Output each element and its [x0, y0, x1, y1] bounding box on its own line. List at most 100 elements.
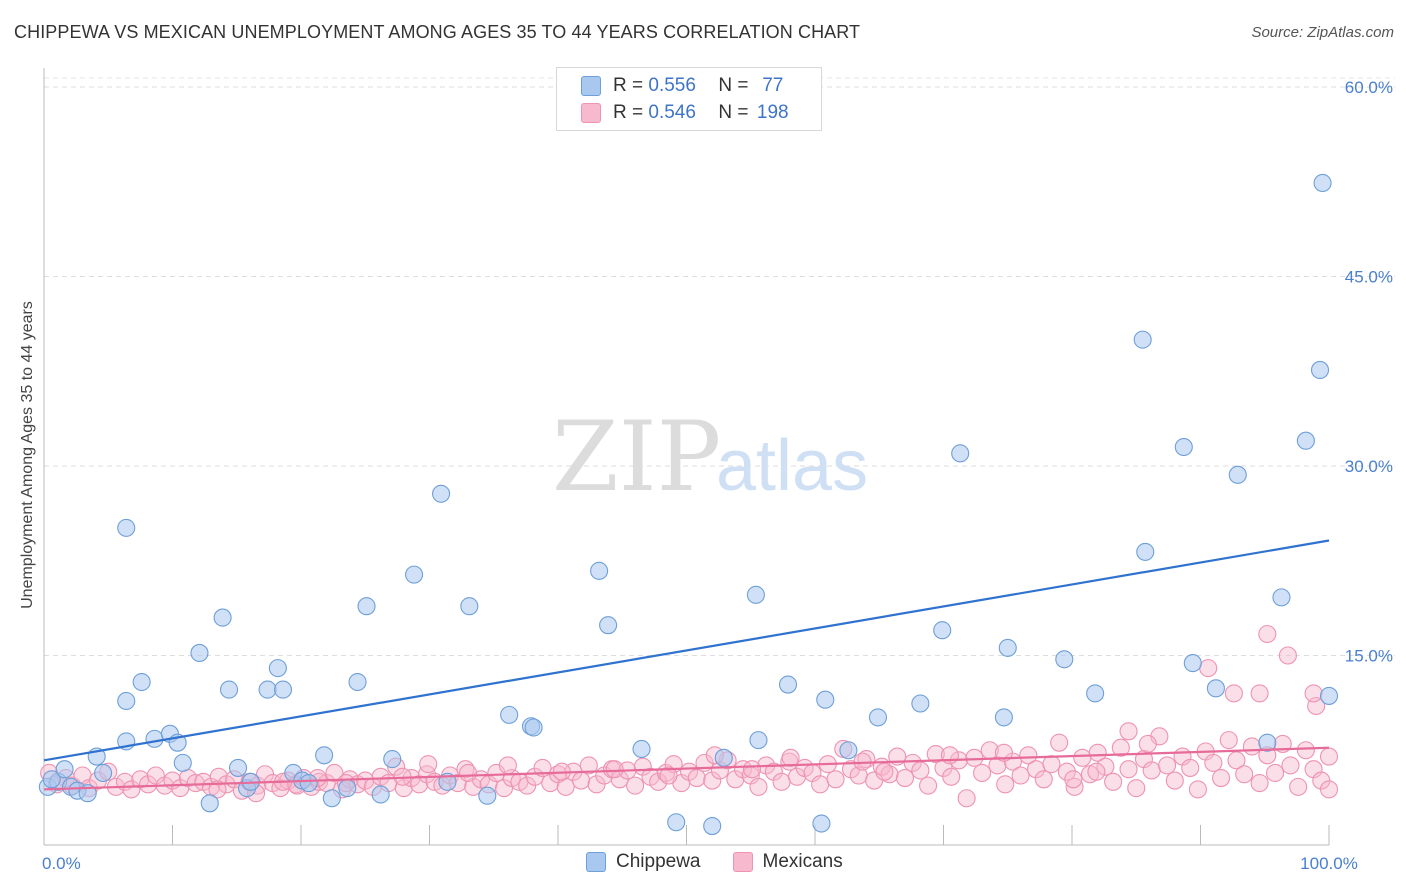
chippewa-point	[371, 785, 390, 804]
mexicans-point	[1119, 722, 1138, 741]
chippewa-point	[714, 748, 733, 767]
mexicans-point	[781, 748, 800, 767]
mexicans-point	[957, 789, 976, 808]
chart-title: CHIPPEWA VS MEXICAN UNEMPLOYMENT AMONG A…	[14, 22, 861, 42]
chippewa-point	[812, 814, 831, 833]
chippewa-point	[432, 484, 451, 503]
chippewa-point	[590, 561, 609, 580]
legend-row-mexicans: R = 0.546 N = 198	[581, 101, 792, 125]
chippewa-point	[55, 760, 74, 779]
chippewa-point	[132, 672, 151, 692]
x-tick-label: 0.0%	[42, 854, 81, 873]
mexicans-point	[1242, 737, 1261, 756]
mexicans-point	[1111, 738, 1130, 757]
mexicans-point	[1227, 751, 1246, 770]
mexicans-point	[494, 779, 514, 798]
chippewa-point	[460, 597, 479, 616]
mexicans-point	[1188, 780, 1207, 799]
chippewa-point	[1296, 431, 1315, 450]
mexicans-point	[1224, 684, 1243, 703]
mexicans-point	[458, 763, 478, 783]
chippewa-point	[405, 565, 424, 584]
mexicans-point	[1289, 777, 1308, 796]
mexicans-point	[186, 774, 205, 793]
mexicans-point	[498, 756, 517, 775]
chippewa-point	[839, 741, 858, 760]
mexicans-point	[1250, 774, 1269, 793]
mexicans-point	[1319, 780, 1339, 799]
mexicans-point	[926, 744, 945, 764]
mexicans-point	[994, 743, 1013, 762]
mexicans-point	[1073, 748, 1092, 767]
y-tick-label: 30.0%	[1345, 457, 1393, 476]
mexicans-point	[410, 775, 429, 794]
chippewa-point	[667, 813, 686, 832]
mexicans-point	[972, 763, 992, 783]
mexicans-point	[1065, 777, 1084, 796]
mexicans-point	[605, 760, 624, 779]
mexicans-point	[772, 772, 791, 791]
mexicans-legend-swatch	[732, 852, 753, 872]
mexicans-point	[208, 780, 227, 799]
mexicans-point	[764, 762, 783, 781]
mexicans-point	[1158, 756, 1177, 775]
mexicans-legend-label: Mexicans	[762, 851, 843, 872]
mexicans-point	[1042, 755, 1061, 774]
mexicans-point	[942, 767, 961, 786]
chippewa-point	[1133, 330, 1152, 349]
mexicans-point	[965, 748, 984, 767]
chippewa-point	[478, 786, 497, 805]
y-tick-label: 60.0%	[1345, 78, 1393, 97]
chippewa-point	[200, 794, 219, 813]
mexicans-point	[911, 761, 930, 780]
correlation-legend: R = 0.556 N = 77 R = 0.546 N = 198	[556, 67, 822, 131]
mexicans-point	[1278, 646, 1297, 665]
mexicans-points	[40, 624, 1339, 808]
mexicans-point	[146, 766, 165, 785]
mexicans-point	[1011, 766, 1030, 785]
mexicans-point	[826, 770, 845, 789]
mexicans-point	[1096, 757, 1115, 776]
mexicans-point	[464, 777, 483, 796]
chippewa-point	[322, 789, 341, 808]
mexicans-point	[1057, 762, 1076, 781]
chippewa-point	[145, 729, 164, 748]
mexicans-point	[726, 770, 745, 789]
legend-n-label: N =	[718, 102, 749, 123]
chippewa-point	[348, 672, 367, 692]
chippewa-point	[268, 659, 287, 678]
legend-n-label: N =	[718, 75, 749, 96]
chippewa-point	[173, 753, 192, 772]
mexicans-point	[1119, 760, 1138, 779]
mexicans-point	[556, 777, 575, 796]
chippewa-point	[117, 518, 136, 537]
chippewa-point	[994, 708, 1013, 727]
chippewa-point	[338, 779, 357, 798]
mexicans-point	[811, 775, 830, 794]
chippewa-point	[599, 616, 618, 635]
mexicans-point	[687, 768, 706, 788]
mexicans-point	[1034, 770, 1053, 789]
y-tick-label: 45.0%	[1345, 267, 1393, 286]
source-label: Source: ZipAtlas.com	[1251, 24, 1394, 41]
legend-row-chippewa: R = 0.556 N = 77	[581, 74, 792, 98]
mexicans-point	[1204, 753, 1223, 772]
watermark: ZIP atlas	[552, 401, 868, 513]
chippewa-point	[213, 608, 232, 627]
mexicans-point	[1064, 770, 1083, 789]
chippewa-point	[1206, 679, 1225, 698]
mexicans-trend-line	[43, 746, 1330, 791]
mexicans-point	[1019, 746, 1038, 765]
watermark-atlas: atlas	[716, 426, 868, 506]
chippewa-point	[94, 763, 113, 783]
axes	[43, 68, 1330, 846]
mexicans-point	[325, 763, 344, 783]
chippewa-point	[749, 731, 768, 750]
mexicans-point	[742, 760, 762, 779]
mexicans-point	[919, 776, 938, 795]
mexicans-point	[1087, 762, 1106, 781]
chippewa-point	[273, 680, 293, 699]
chippewa-point	[998, 638, 1017, 657]
mexicans-point	[1304, 684, 1323, 703]
mexicans-point	[903, 753, 922, 772]
